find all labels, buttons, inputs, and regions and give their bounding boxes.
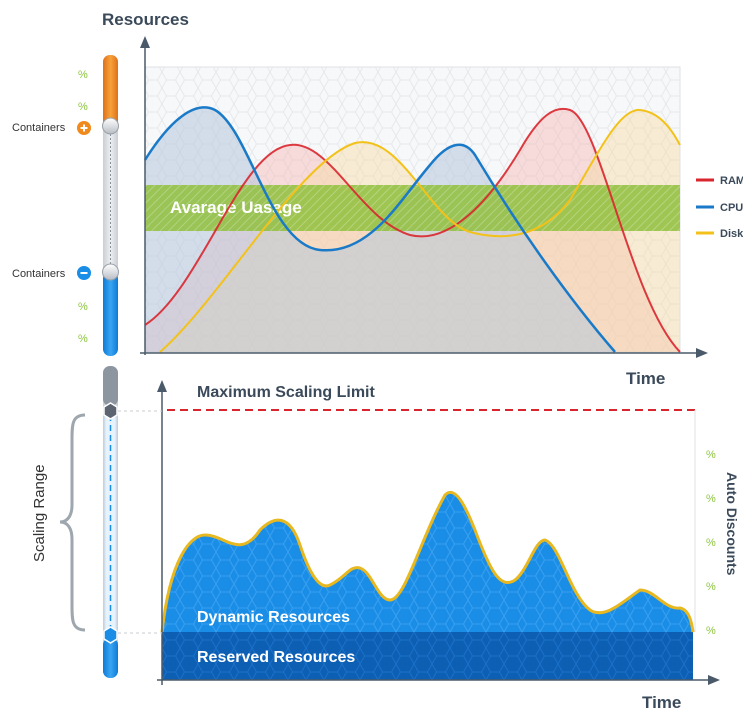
right-percent-5: % bbox=[706, 625, 716, 637]
scaling-range-brace-icon bbox=[59, 413, 86, 632]
right-percent-1: % bbox=[706, 449, 716, 461]
dynamic-resources-outline bbox=[160, 491, 695, 633]
disk-line bbox=[159, 108, 681, 353]
scaling-range-label: Scaling Range bbox=[31, 464, 48, 562]
cpu-line bbox=[143, 106, 616, 353]
upper-percent-1: % bbox=[78, 69, 88, 81]
slider-upper-orange-segment bbox=[103, 55, 118, 130]
upper-containers-label: Containers bbox=[12, 122, 66, 134]
legend-disk-label: Disk bbox=[720, 228, 743, 240]
upper-percent-2: % bbox=[78, 101, 88, 113]
lower-container-handle[interactable] bbox=[102, 263, 119, 281]
right-percent-4: % bbox=[706, 581, 716, 593]
auto-discounts-label: Auto Discounts bbox=[724, 472, 740, 576]
reserved-resources-label: Reserved Resources bbox=[197, 649, 355, 666]
bottom-y-arrow-icon bbox=[157, 380, 167, 392]
dynamic-resources-label: Dynamic Resources bbox=[197, 609, 350, 626]
upper-container-handle[interactable] bbox=[102, 117, 119, 135]
top-x-arrow-icon bbox=[696, 348, 708, 358]
containers-slider[interactable]: Containers Containers % % % % bbox=[12, 55, 119, 356]
top-chart: Avarage Uasage Resources Time RAM CPU Di… bbox=[102, 10, 743, 388]
top-x-axis-label: Time bbox=[626, 369, 665, 388]
scaling-slider-bottom-segment bbox=[103, 638, 118, 678]
top-y-arrow-icon bbox=[140, 36, 150, 48]
top-y-axis-label: Resources bbox=[102, 10, 189, 29]
scaling-max-handle[interactable] bbox=[103, 402, 118, 420]
legend-ram-label: RAM bbox=[720, 175, 743, 187]
lower-percent-1: % bbox=[78, 301, 88, 313]
average-usage-label: Avarage Uasage bbox=[170, 198, 302, 217]
right-percent-2: % bbox=[706, 493, 716, 505]
right-percent-3: % bbox=[706, 537, 716, 549]
legend: RAM CPU Disk bbox=[696, 175, 743, 240]
ram-line bbox=[144, 107, 681, 353]
scaling-range-slider[interactable]: Scaling Range bbox=[31, 366, 162, 678]
slider-lower-blue-segment bbox=[103, 272, 118, 356]
lower-percent-2: % bbox=[78, 333, 88, 345]
scaling-slider-top-segment bbox=[103, 366, 118, 406]
scaling-min-handle[interactable] bbox=[103, 626, 118, 644]
bottom-x-axis-label: Time bbox=[642, 693, 681, 710]
legend-cpu-label: CPU bbox=[720, 202, 743, 214]
bottom-x-arrow-icon bbox=[708, 675, 720, 685]
lower-containers-label: Containers bbox=[12, 268, 66, 280]
bottom-chart: Maximum Scaling Limit Dynamic Resources … bbox=[157, 380, 740, 710]
maximum-scaling-limit-label: Maximum Scaling Limit bbox=[197, 384, 375, 401]
